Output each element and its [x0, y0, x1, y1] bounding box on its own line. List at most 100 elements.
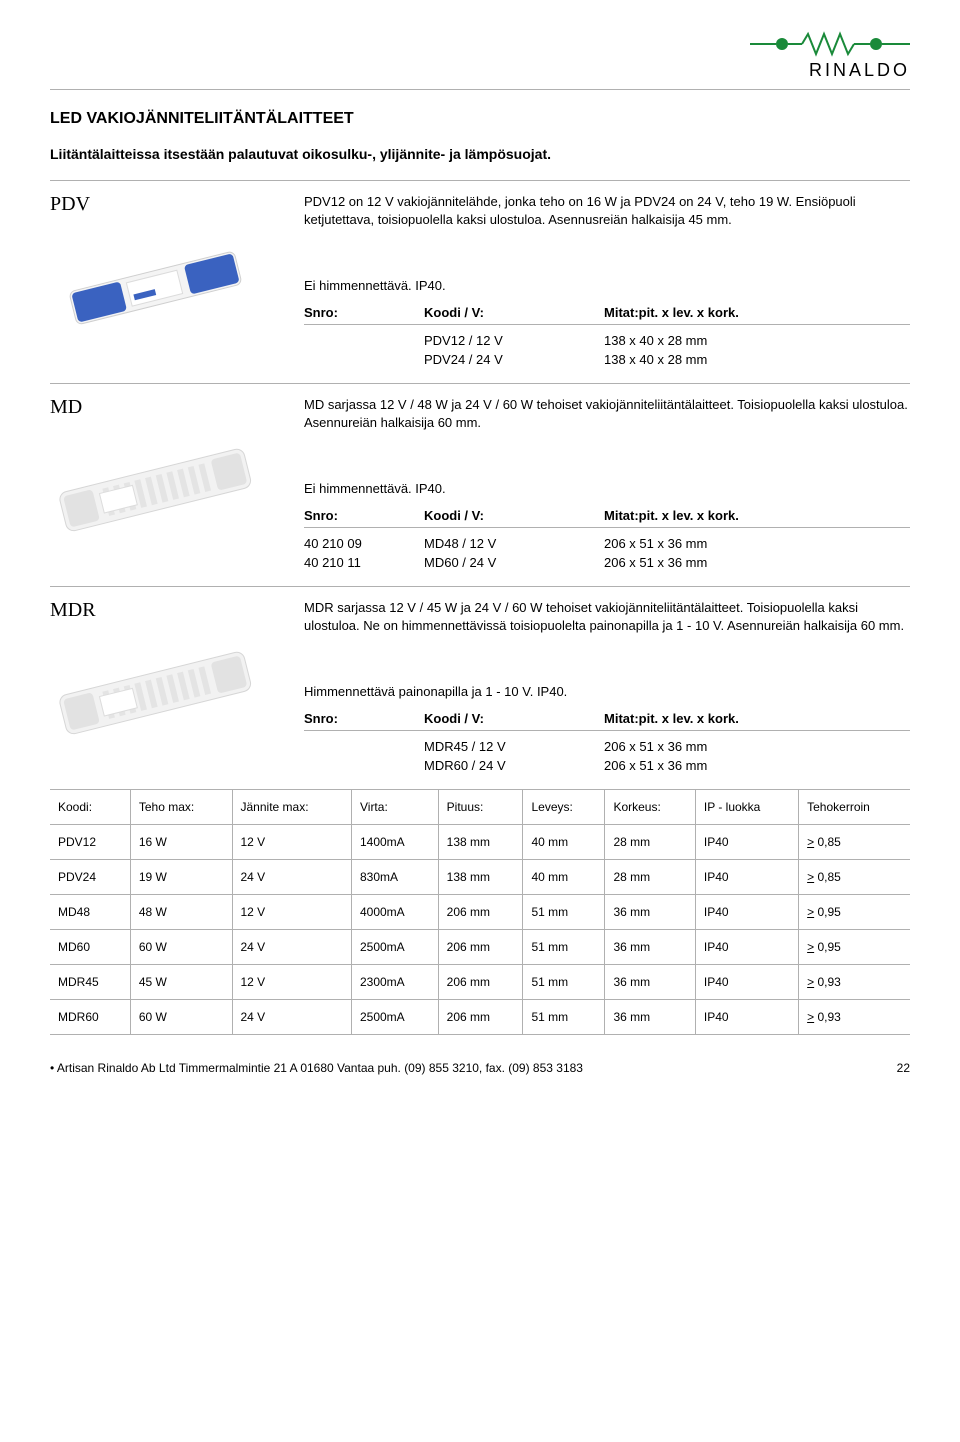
table-cell: IP40 [695, 965, 798, 1000]
table-header-cell: IP - luokka [695, 790, 798, 825]
table-cell: 2500mA [351, 930, 438, 965]
spec-row: MDR45 / 12 V 206 x 51 x 36 mm [304, 737, 910, 756]
footer-company: Artisan Rinaldo Ab Ltd Timmermalmintie 2… [50, 1061, 583, 1075]
spec-header-mitat: Mitat:pit. x lev. x kork. [604, 711, 910, 726]
table-cell: 12 V [232, 825, 351, 860]
spec-row: MDR60 / 24 V 206 x 51 x 36 mm [304, 756, 910, 775]
spec-row: PDV24 / 24 V 138 x 40 x 28 mm [304, 350, 910, 369]
spec-header-row: Snro: Koodi / V: Mitat:pit. x lev. x kor… [304, 303, 910, 325]
spec-koodi: PDV24 / 24 V [424, 352, 604, 367]
product-code: MDR [50, 599, 280, 622]
spec-header-snro: Snro: [304, 305, 424, 320]
spec-snro [304, 333, 424, 348]
table-header-cell: Jännite max: [232, 790, 351, 825]
table-cell: 830mA [351, 860, 438, 895]
table-cell: 2300mA [351, 965, 438, 1000]
table-cell: 60 W [130, 930, 232, 965]
spec-header-row: Snro: Koodi / V: Mitat:pit. x lev. x kor… [304, 709, 910, 731]
table-cell: 138 mm [438, 860, 523, 895]
table-cell: 206 mm [438, 930, 523, 965]
table-cell: 36 mm [605, 1000, 695, 1035]
spec-header-koodi: Koodi / V: [424, 711, 604, 726]
spec-mitat: 206 x 51 x 36 mm [604, 739, 910, 754]
table-cell: > 0,95 [799, 930, 910, 965]
table-cell: 206 mm [438, 965, 523, 1000]
spec-snro [304, 739, 424, 754]
table-cell: PDV24 [50, 860, 130, 895]
product-image [50, 429, 260, 549]
product-block: MDR MDR sarjassa 12 V / 45 W ja 24 V / 6… [50, 586, 910, 789]
product-spec-table: Snro: Koodi / V: Mitat:pit. x lev. x kor… [304, 709, 910, 775]
table-cell: 51 mm [523, 930, 605, 965]
table-header-cell: Koodi: [50, 790, 130, 825]
table-cell: 138 mm [438, 825, 523, 860]
divider [50, 89, 910, 90]
product-spec-table: Snro: Koodi / V: Mitat:pit. x lev. x kor… [304, 506, 910, 572]
table-cell: 12 V [232, 895, 351, 930]
table-cell: > 0,93 [799, 1000, 910, 1035]
spec-koodi: MD48 / 12 V [424, 536, 604, 551]
table-cell: MD60 [50, 930, 130, 965]
spec-snro: 40 210 11 [304, 555, 424, 570]
table-header-cell: Korkeus: [605, 790, 695, 825]
spec-header-koodi: Koodi / V: [424, 305, 604, 320]
page-subtitle: Liitäntälaitteissa itsestään palautuvat … [50, 146, 910, 162]
table-cell: 24 V [232, 930, 351, 965]
table-cell: 36 mm [605, 895, 695, 930]
table-row: PDV1216 W12 V1400mA138 mm40 mm28 mmIP40>… [50, 825, 910, 860]
table-cell: 2500mA [351, 1000, 438, 1035]
page-number: 22 [897, 1061, 910, 1075]
spec-snro: 40 210 09 [304, 536, 424, 551]
table-header-cell: Leveys: [523, 790, 605, 825]
table-cell: > 0,85 [799, 825, 910, 860]
product-description: MDR sarjassa 12 V / 45 W ja 24 V / 60 W … [304, 599, 910, 634]
spec-summary-table: Koodi:Teho max:Jännite max:Virta:Pituus:… [50, 789, 910, 1035]
table-cell: IP40 [695, 1000, 798, 1035]
product-description: MD sarjassa 12 V / 48 W ja 24 V / 60 W t… [304, 396, 910, 431]
table-cell: MD48 [50, 895, 130, 930]
table-row: MDR4545 W12 V2300mA206 mm51 mm36 mmIP40>… [50, 965, 910, 1000]
table-cell: IP40 [695, 860, 798, 895]
table-cell: 40 mm [523, 825, 605, 860]
table-cell: IP40 [695, 895, 798, 930]
brand-logo: RINALDO [50, 30, 910, 81]
table-header-cell: Virta: [351, 790, 438, 825]
table-cell: MDR45 [50, 965, 130, 1000]
table-row: MD4848 W12 V4000mA206 mm51 mm36 mmIP40> … [50, 895, 910, 930]
table-cell: 51 mm [523, 965, 605, 1000]
spec-koodi: MDR60 / 24 V [424, 758, 604, 773]
table-cell: 51 mm [523, 895, 605, 930]
table-cell: 28 mm [605, 860, 695, 895]
product-note: Ei himmennettävä. IP40. [304, 278, 910, 293]
page-footer: Artisan Rinaldo Ab Ltd Timmermalmintie 2… [50, 1061, 910, 1075]
spec-koodi: MD60 / 24 V [424, 555, 604, 570]
spec-header-snro: Snro: [304, 508, 424, 523]
brand-name: RINALDO [750, 60, 910, 81]
table-cell: 45 W [130, 965, 232, 1000]
spec-row: 40 210 09 MD48 / 12 V 206 x 51 x 36 mm [304, 534, 910, 553]
table-cell: 12 V [232, 965, 351, 1000]
product-image [50, 226, 260, 346]
spec-mitat: 138 x 40 x 28 mm [604, 333, 910, 348]
product-code: PDV [50, 193, 280, 216]
spec-snro [304, 758, 424, 773]
spec-row: PDV12 / 12 V 138 x 40 x 28 mm [304, 331, 910, 350]
table-header-cell: Teho max: [130, 790, 232, 825]
product-note: Himmennettävä painonapilla ja 1 - 10 V. … [304, 684, 910, 699]
product-note: Ei himmennettävä. IP40. [304, 481, 910, 496]
table-row: PDV2419 W24 V830mA138 mm40 mm28 mmIP40> … [50, 860, 910, 895]
table-cell: 4000mA [351, 895, 438, 930]
product-spec-table: Snro: Koodi / V: Mitat:pit. x lev. x kor… [304, 303, 910, 369]
table-header-row: Koodi:Teho max:Jännite max:Virta:Pituus:… [50, 790, 910, 825]
table-cell: 28 mm [605, 825, 695, 860]
table-cell: PDV12 [50, 825, 130, 860]
product-code: MD [50, 396, 280, 419]
table-cell: 206 mm [438, 895, 523, 930]
table-cell: 1400mA [351, 825, 438, 860]
spec-koodi: MDR45 / 12 V [424, 739, 604, 754]
table-cell: IP40 [695, 825, 798, 860]
table-cell: > 0,95 [799, 895, 910, 930]
table-cell: MDR60 [50, 1000, 130, 1035]
table-header-cell: Pituus: [438, 790, 523, 825]
spec-snro [304, 352, 424, 367]
